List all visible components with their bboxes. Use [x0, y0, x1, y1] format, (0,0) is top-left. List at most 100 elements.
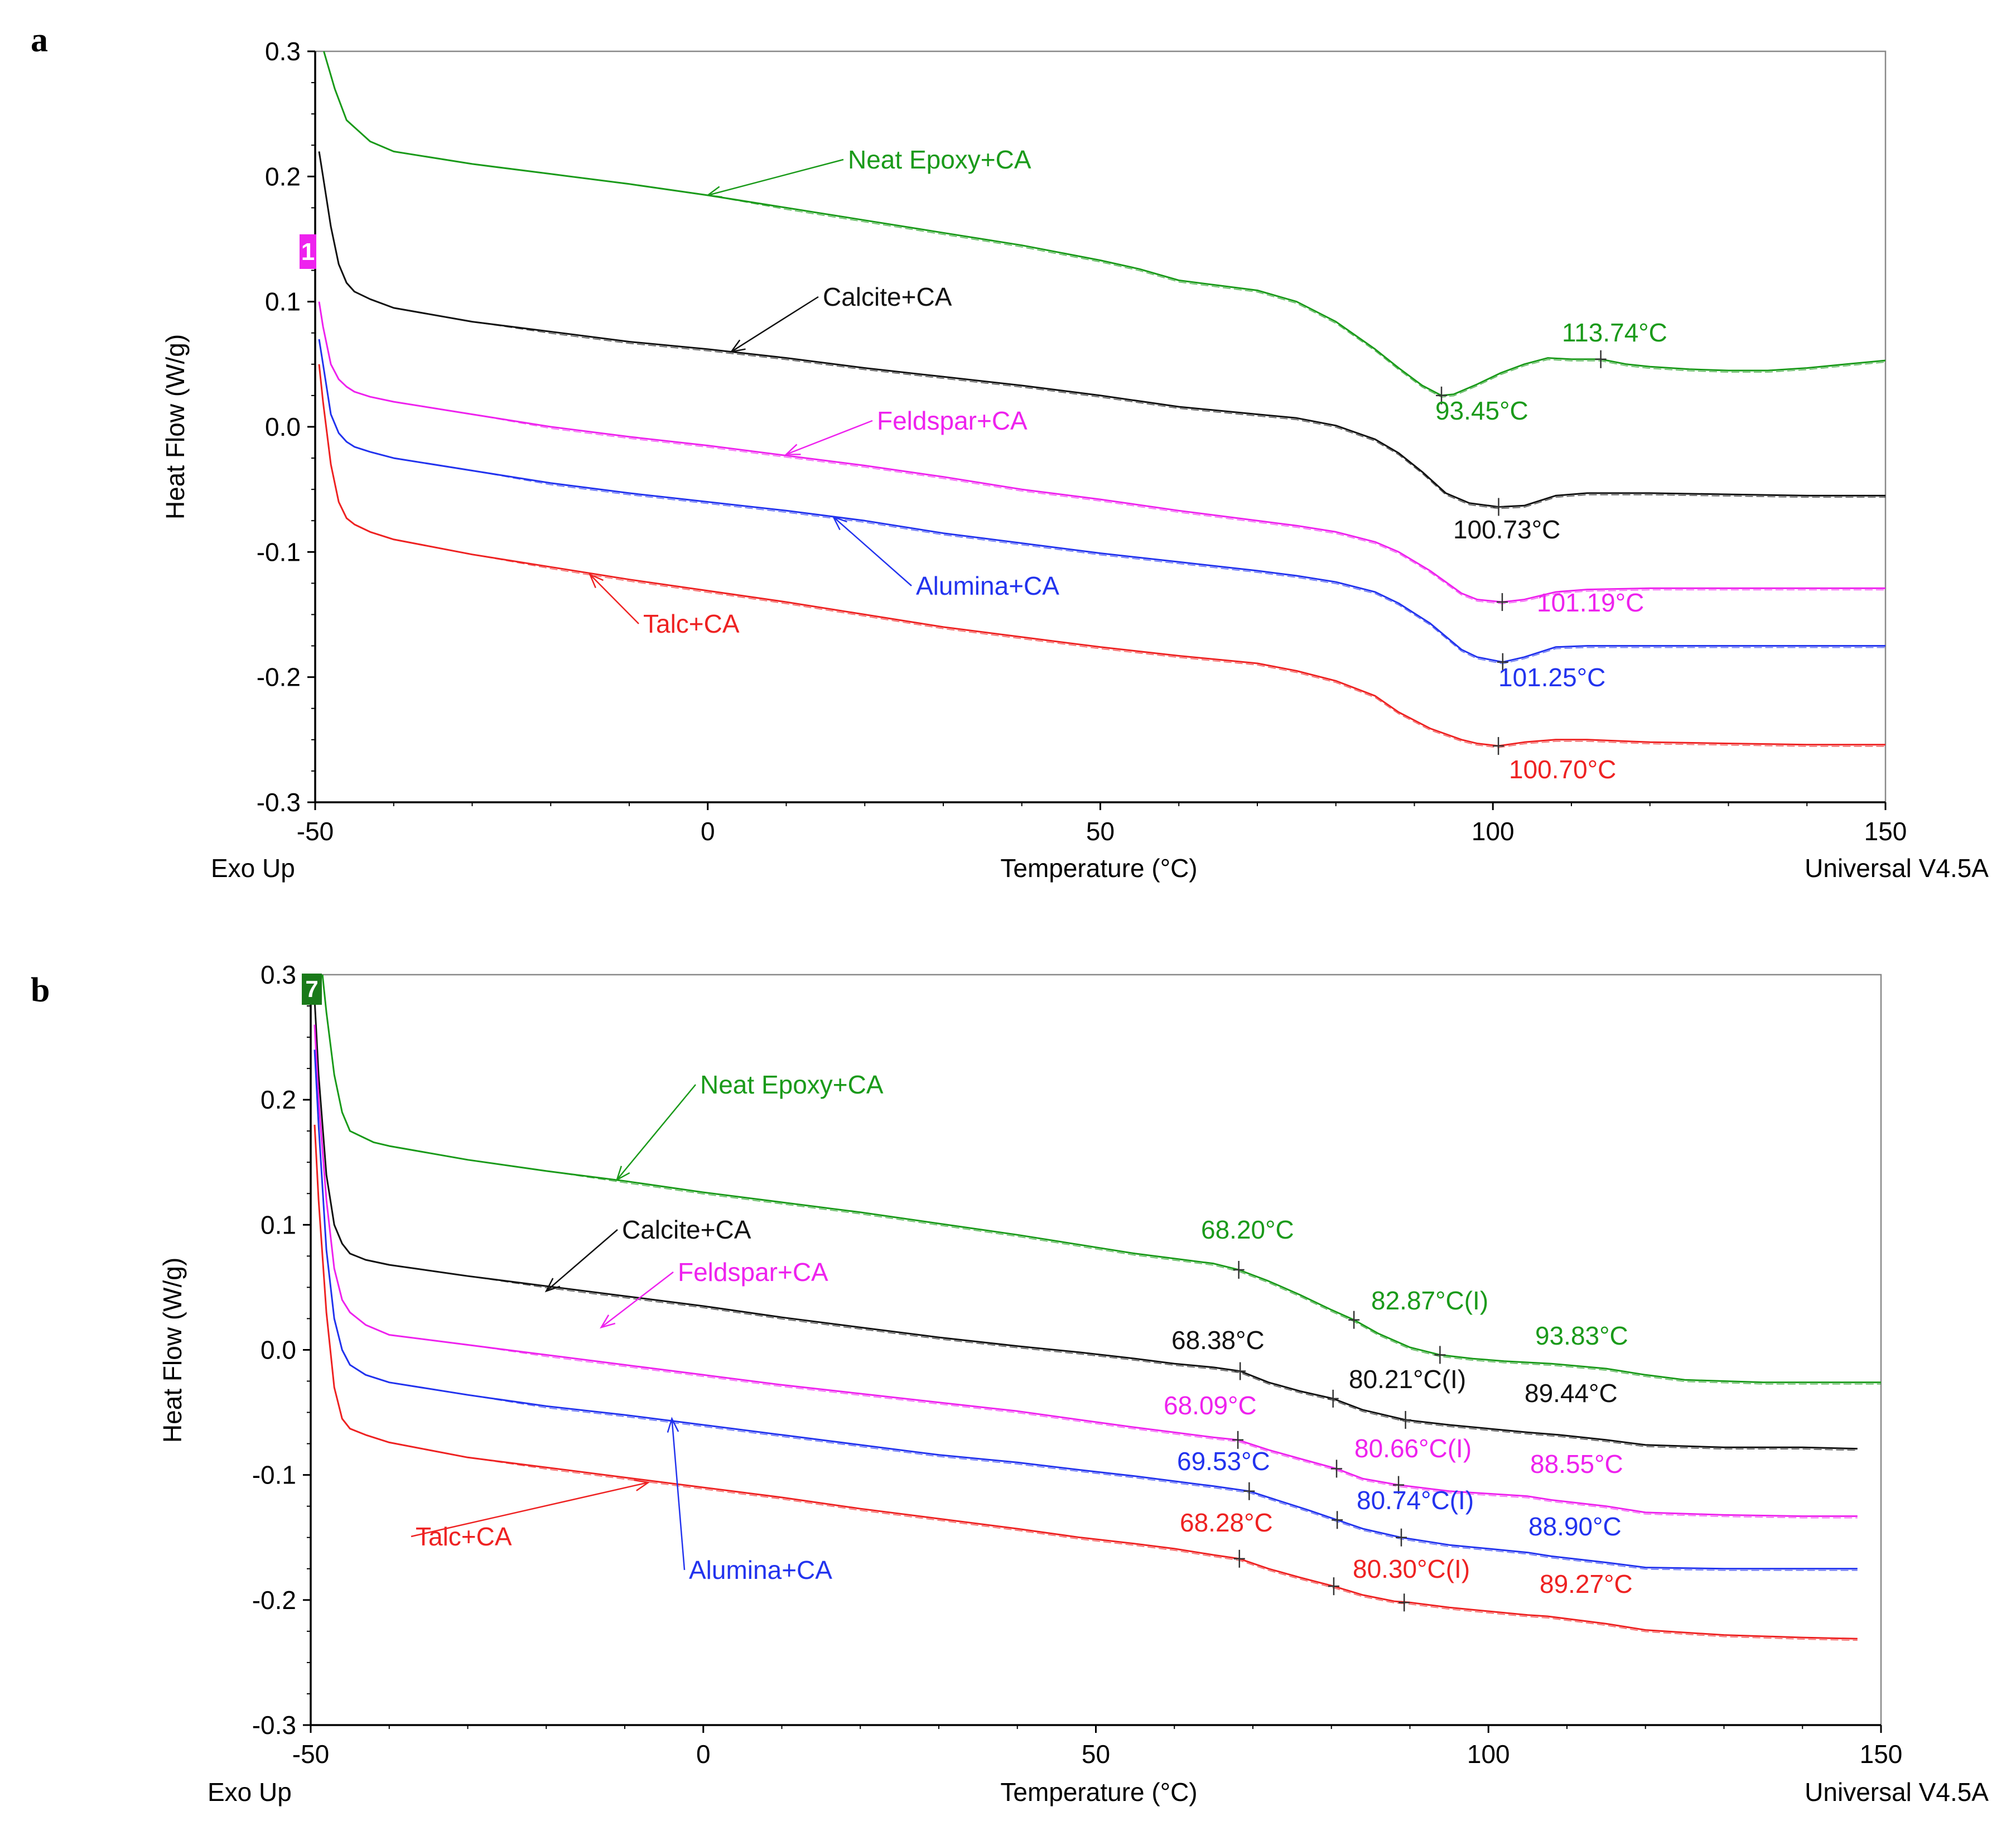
series-pointer-arrowhead — [615, 1165, 630, 1182]
series-line-repeat — [322, 974, 1881, 1385]
y-tick-label: -0.3 — [257, 788, 301, 817]
y-axis-title-b: Heat Flow (W/g) — [158, 1258, 187, 1443]
y-tick-label: -0.2 — [257, 663, 301, 692]
x-tick-label: 0 — [696, 1740, 711, 1769]
y-tick-label: -0.2 — [252, 1586, 296, 1615]
annotation-label: 68.20°C — [1201, 1215, 1294, 1244]
y-tick-label: 0.2 — [261, 1085, 296, 1114]
x-axis-title-a: Temperature (°C) — [1000, 854, 1197, 883]
y-tick-label: -0.1 — [257, 537, 301, 566]
x-tick-label: 0 — [701, 817, 715, 846]
start-marker-b: 7 — [305, 976, 318, 1002]
series-pointer-arrow — [411, 1481, 649, 1538]
footer-right-a: Universal V4.5A — [1805, 854, 1989, 883]
annotation-label: 89.27°C — [1540, 1569, 1633, 1598]
series-label-calcite-b: Calcite+CA — [622, 1215, 751, 1244]
series-pointer-arrow — [786, 420, 873, 455]
annotation-label: 80.66°C(I) — [1354, 1434, 1472, 1463]
y-tick-label: 0.1 — [265, 287, 301, 316]
annotation-label: 80.30°C(I) — [1353, 1554, 1470, 1583]
x-tick-label: -50 — [297, 817, 334, 846]
start-marker-box-b — [302, 974, 322, 1005]
x-tick-label: 50 — [1082, 1740, 1110, 1769]
annotation-label: 113.74°C — [1562, 318, 1667, 347]
panel-label-a: a — [31, 21, 48, 59]
y-tick-label: -0.1 — [252, 1461, 296, 1490]
chart-panel-b: b -0.3 -0.2 -0.1 0.0 0.1 0.2 0.3 -50 0 50 100 150 H… — [31, 960, 1989, 1807]
annotation-label: 68.38°C — [1171, 1326, 1265, 1355]
annotation-label: 93.83°C — [1535, 1321, 1628, 1350]
series-label-neat-epoxy-a: Neat Epoxy+CA — [848, 145, 1031, 174]
annotation-label: 68.28°C — [1180, 1508, 1273, 1537]
plot-area-b — [310, 974, 1882, 1726]
annotation-label: 80.74°C(I) — [1357, 1486, 1474, 1515]
annotations-a — [589, 158, 1607, 755]
annotation-label: 100.70°C — [1509, 755, 1616, 784]
ticks-b: -0.3 -0.2 -0.1 0.0 0.1 0.2 0.3 -50 0 50 100 150 — [252, 960, 1903, 1769]
series-label-feldspar-b: Feldspar+CA — [678, 1258, 828, 1287]
series-line-repeat — [314, 1124, 1858, 1641]
series-pointer-arrowhead — [784, 444, 801, 455]
series-line — [314, 999, 1858, 1450]
series-label-talc-a: Talc+CA — [643, 609, 740, 638]
y-tick-label: -0.3 — [252, 1711, 296, 1740]
y-tick-label: 0.0 — [261, 1336, 296, 1365]
annotation-label: 82.87°C(I) — [1371, 1286, 1488, 1315]
x-axis-title-b: Temperature (°C) — [1000, 1778, 1197, 1807]
series-label-alumina-a: Alumina+CA — [916, 571, 1059, 600]
footer-left-a: Exo Up — [211, 854, 295, 883]
series-pointer-arrowhead — [730, 339, 746, 353]
chart-panel-a: a -0.3 -0.2 -0.1 0.0 0.1 0.2 0.3 -50 0 50 100 150 H… — [31, 21, 1989, 883]
annotation-label: 80.21°C(I) — [1349, 1365, 1466, 1394]
annotations-b — [411, 1084, 1446, 1612]
series-line — [314, 1049, 1858, 1570]
series-label-feldspar-a: Feldspar+CA — [877, 406, 1028, 435]
series-line — [314, 1124, 1858, 1640]
series-lines-a — [318, 51, 1886, 748]
start-marker-a: 1 — [301, 238, 315, 266]
series-line — [318, 339, 1885, 663]
series-line-repeat — [314, 1024, 1858, 1519]
y-tick-label: 0.3 — [265, 37, 301, 66]
series-line-repeat — [323, 51, 1886, 398]
annotation-label: 88.90°C — [1528, 1512, 1622, 1541]
series-pointer-arrowhead — [667, 1417, 679, 1433]
series-label-calcite-a: Calcite+CA — [823, 282, 952, 311]
annotation-label: 93.45°C — [1435, 396, 1528, 425]
annotation-label: 69.53°C — [1177, 1447, 1270, 1476]
footer-right-b: Universal V4.5A — [1805, 1778, 1989, 1807]
y-axis-title-a: Heat Flow (W/g) — [161, 334, 190, 519]
series-label-neat-epoxy-b: Neat Epoxy+CA — [700, 1070, 884, 1099]
y-tick-label: 0.3 — [261, 960, 296, 989]
series-pointer-arrowhead — [544, 1278, 561, 1293]
annotation-label: 88.55°C — [1530, 1449, 1623, 1478]
series-pointer-arrow — [707, 158, 844, 196]
series-pointer-arrow — [616, 1084, 696, 1181]
x-tick-label: 100 — [1472, 817, 1515, 846]
annotation-label: 68.09°C — [1164, 1391, 1257, 1420]
x-tick-label: -50 — [292, 1740, 329, 1769]
series-line-repeat — [319, 151, 1885, 509]
series-line-repeat — [314, 999, 1858, 1451]
series-pointer-arrowhead — [600, 1314, 616, 1329]
annotation-label: 101.25°C — [1498, 663, 1605, 692]
series-pointer-arrow — [589, 574, 639, 624]
series-pointer-arrowhead — [589, 573, 604, 589]
series-pointer-arrowhead — [634, 1479, 650, 1491]
series-pointer-arrow — [546, 1229, 618, 1292]
series-line — [318, 301, 1885, 603]
annotation-label: 101.19°C — [1537, 588, 1644, 617]
series-line-repeat — [319, 301, 1885, 604]
series-line — [318, 151, 1885, 508]
series-line — [318, 364, 1885, 747]
series-pointer-arrowhead — [832, 516, 847, 531]
series-pointer-arrow — [671, 1418, 686, 1571]
footer-left-b: Exo Up — [208, 1778, 292, 1807]
ticks-a: -0.3 -0.2 -0.1 0.0 0.1 0.2 0.3 -50 0 50 100 150 — [257, 37, 1907, 846]
series-line-repeat — [319, 339, 1885, 664]
x-tick-label: 50 — [1086, 817, 1115, 846]
x-tick-label: 100 — [1467, 1740, 1510, 1769]
series-line-repeat — [319, 364, 1885, 748]
series-label-alumina-b: Alumina+CA — [689, 1555, 832, 1584]
